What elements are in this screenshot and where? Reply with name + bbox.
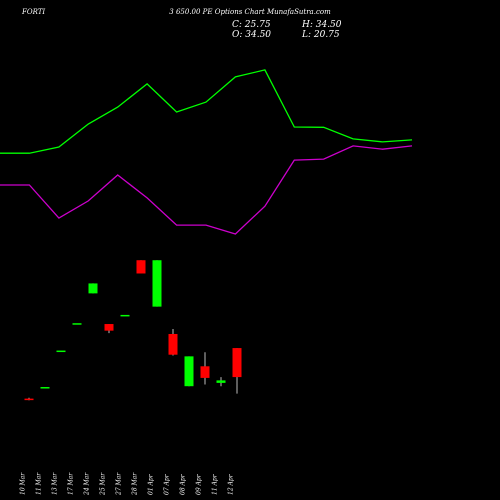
candle-body — [88, 283, 98, 294]
ohlc-label: H: 34.50 — [301, 20, 342, 30]
candle-body — [168, 333, 178, 355]
candle-body — [40, 387, 50, 389]
candle-body — [72, 323, 82, 325]
x-tick-label: 27 Mar — [116, 472, 123, 496]
x-tick-label: 10 Mar — [20, 472, 27, 495]
candle-body — [24, 398, 34, 401]
candle-body — [56, 350, 66, 353]
ohlc-label: O: 34.50 — [232, 30, 271, 40]
indicator-line — [0, 69, 413, 154]
x-tick-label: 28 Mar — [132, 472, 139, 496]
x-tick-label: 11 Apr — [212, 473, 219, 495]
ohlc-label: C: 25.75 — [232, 20, 271, 30]
candle-body — [136, 260, 146, 274]
x-tick-label: 13 Mar — [52, 472, 59, 495]
indicator-line — [0, 145, 413, 235]
x-tick-label: 09 Apr — [196, 473, 203, 495]
x-tick-label: 24 Mar — [84, 472, 91, 496]
chart-title: FORTI — [21, 8, 45, 16]
x-tick-label: 25 Mar — [100, 472, 107, 496]
candle-body — [152, 260, 162, 307]
x-tick-label: 12 Apr — [228, 473, 235, 495]
candle-body — [104, 324, 114, 331]
x-tick-label: 08 Apr — [180, 473, 187, 495]
candle-body — [232, 348, 242, 378]
x-tick-label: 11 Mar — [36, 472, 43, 495]
candle-body — [184, 356, 194, 387]
candle-body — [120, 314, 130, 317]
chart-subtitle: 3 650.00 PE Options Chart MunafaSutra.co… — [169, 8, 331, 16]
x-tick-label: 07 Apr — [164, 473, 171, 495]
x-tick-label: 17 Mar — [68, 472, 75, 495]
candle-body — [200, 366, 210, 378]
candle-body — [216, 380, 226, 383]
ohlc-label: L: 20.75 — [301, 30, 340, 40]
x-tick-label: 01 Apr — [148, 473, 155, 495]
